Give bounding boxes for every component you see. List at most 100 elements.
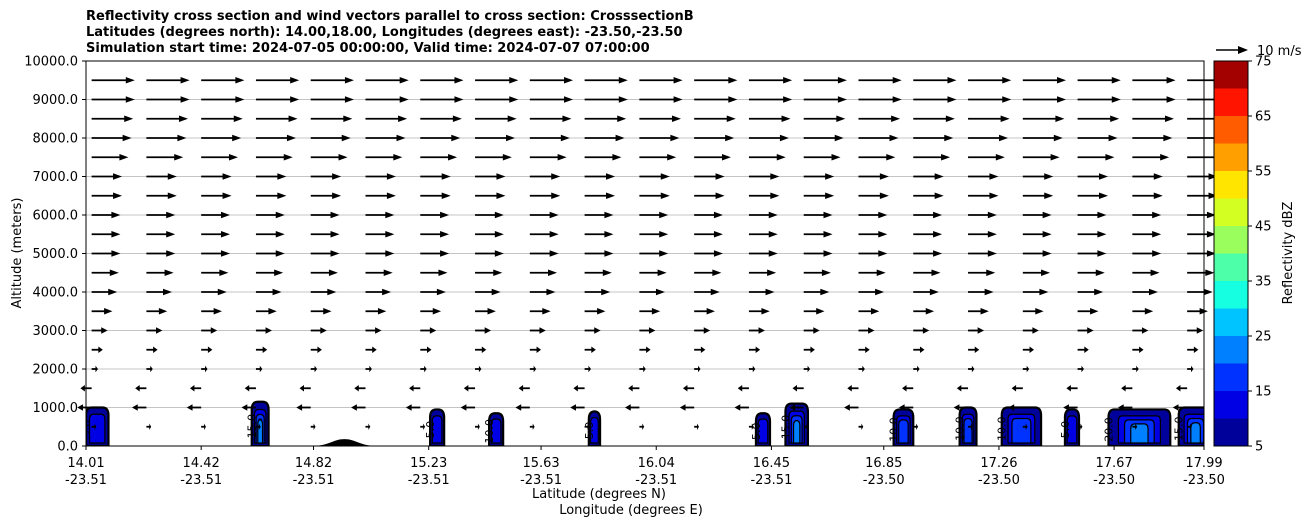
wind-arrow <box>803 134 844 142</box>
wind-arrow-head <box>844 404 850 411</box>
wind-arrow <box>968 288 994 296</box>
wind-arrow-head <box>451 134 461 142</box>
colorbar-swatch <box>1214 61 1248 89</box>
wind-arrow <box>365 134 406 142</box>
wind-arrow <box>201 327 218 334</box>
wind-arrow <box>953 404 969 411</box>
x-tick-label-lon: -23.51 <box>293 473 335 488</box>
reflectivity-cell: 15.0 <box>779 402 810 446</box>
wind-arrow-head <box>180 96 190 103</box>
wind-arrow-head <box>659 211 669 219</box>
wind-arrow <box>354 385 366 392</box>
wind-arrow <box>748 231 778 238</box>
wind-arrow-head <box>618 77 628 84</box>
wind-arrow-head <box>178 115 188 122</box>
x-tick-label-lat: 17.67 <box>1096 456 1133 471</box>
wind-arrow <box>91 134 132 142</box>
wind-arrow-head <box>95 365 99 373</box>
wind-arrow-head <box>220 231 230 238</box>
wind-arrow <box>529 134 570 142</box>
wind-arrow <box>968 308 989 315</box>
wind-arrow <box>529 250 559 257</box>
reflectivity-cell: 10.0 <box>483 412 505 446</box>
wind-arrow-head <box>341 134 351 142</box>
wind-arrow-head <box>823 211 833 219</box>
contour-label: 10.0 <box>483 419 496 444</box>
wind-arrow <box>913 211 943 219</box>
wind-arrow <box>789 404 804 411</box>
wind-arrow <box>420 134 461 142</box>
wind-arrow-head <box>369 365 372 373</box>
wind-arrow <box>201 96 245 103</box>
wind-arrow-head <box>944 134 954 142</box>
wind-arrow <box>420 115 462 122</box>
wind-arrow <box>968 192 999 199</box>
wind-arrow-head <box>542 308 551 315</box>
wind-arrow-head <box>423 423 426 430</box>
wind-arrow <box>639 211 669 219</box>
wind-arrow-head <box>1152 250 1162 257</box>
colorbar-tick-label: 35 <box>1255 275 1272 290</box>
wind-arrow-head <box>847 385 852 392</box>
wind-arrow-head <box>111 211 121 219</box>
x-tick-label-lon: -23.51 <box>750 473 792 488</box>
wind-arrow-head <box>713 211 723 219</box>
wind-arrow-head <box>290 96 300 103</box>
wind-arrow <box>91 327 108 334</box>
wind-arrow-head <box>953 404 960 411</box>
colorbar-tick-label: 45 <box>1255 220 1272 235</box>
contour-label: 10.0 <box>996 416 1009 441</box>
wind-arrow-head <box>1066 385 1071 392</box>
wind-arrow <box>255 423 261 430</box>
wind-arrow-head <box>1063 404 1069 411</box>
wind-arrow-head <box>1044 173 1054 180</box>
wind-arrow <box>255 327 272 334</box>
wind-arrow-head <box>327 288 337 296</box>
wind-arrow-head <box>807 365 811 373</box>
wind-arrow-head <box>119 154 129 161</box>
colorbar-swatch <box>1214 418 1248 446</box>
wind-arrow-head <box>917 365 920 373</box>
wind-arrow-head <box>405 404 412 411</box>
wind-arrow-head <box>1110 115 1120 122</box>
wind-arrow-head <box>823 250 833 257</box>
wind-arrow <box>913 269 941 276</box>
wind-arrow-head <box>768 231 778 238</box>
wind-arrow <box>1077 77 1121 84</box>
wind-arrow-head <box>549 250 559 257</box>
wind-arrow-head <box>1148 288 1158 296</box>
colorbar-swatch <box>1214 143 1248 171</box>
wind-arrow-head <box>713 231 723 238</box>
wind-arrow <box>365 154 403 161</box>
wind-arrow-head <box>219 269 229 276</box>
wind-arrow-head <box>1002 77 1012 84</box>
wind-arrow <box>255 154 293 161</box>
wind-arrow-head <box>1166 77 1176 84</box>
wind-arrow <box>1132 173 1163 180</box>
wind-arrow <box>748 211 778 219</box>
wind-arrow <box>1077 192 1108 199</box>
wind-arrow <box>529 346 542 353</box>
wind-arrow-head <box>232 134 242 142</box>
wind-arrow-head <box>343 115 353 122</box>
wind-arrow <box>968 327 985 334</box>
wind-vectors <box>77 77 1231 430</box>
wind-arrow-head <box>922 327 930 334</box>
wind-arrow <box>694 346 706 353</box>
wind-arrow <box>475 134 516 142</box>
wind-arrow-head <box>1208 192 1218 199</box>
wind-arrow <box>803 115 846 122</box>
wind-arrow-head <box>557 154 567 161</box>
wind-arrow <box>1132 250 1162 257</box>
wind-arrow-head <box>330 231 340 238</box>
wind-arrow-head <box>628 385 633 392</box>
colorbar-label: Reflectivity dBZ <box>1281 202 1296 305</box>
wind-arrow-head <box>765 288 775 296</box>
y-tick-label: 1000.0 <box>33 401 79 416</box>
wind-arrow-head <box>274 269 284 276</box>
wind-arrow <box>1132 231 1162 238</box>
wind-arrow-head <box>667 154 677 161</box>
wind-arrow-head <box>1044 192 1054 199</box>
wind-arrow-head <box>354 385 359 392</box>
wind-arrow <box>255 269 284 276</box>
